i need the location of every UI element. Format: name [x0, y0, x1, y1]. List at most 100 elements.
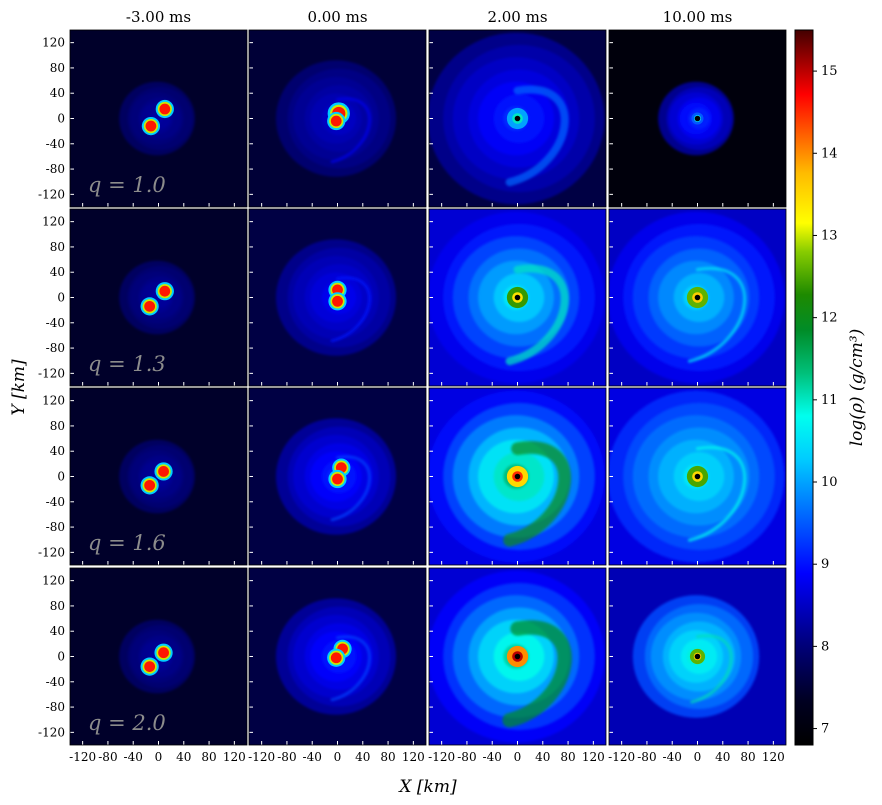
x-tick-label: 40 [176, 750, 191, 764]
spiral-arm [687, 266, 747, 363]
spiral-arm [505, 264, 569, 366]
x-tick-label: -40 [124, 750, 143, 764]
y-tick-label: 80 [50, 419, 65, 433]
spiral-arm [330, 97, 372, 164]
star-core [330, 652, 342, 664]
y-tick-label: 120 [42, 215, 65, 229]
y-tick-label: 40 [50, 265, 65, 279]
x-tick-label: 40 [715, 750, 730, 764]
panel-r2-c1: q = 1.3 [69, 208, 248, 387]
y-tick-label: 120 [42, 36, 65, 50]
y-tick-label: 80 [50, 61, 65, 75]
y-tick-label: 40 [50, 624, 65, 638]
black-hole [514, 294, 521, 301]
y-tick-label: 40 [50, 444, 65, 458]
black-hole [694, 473, 701, 480]
spiral-arm [330, 455, 372, 522]
y-tick-label: -120 [38, 366, 65, 380]
y-tick-label: -80 [46, 341, 65, 355]
star-core [158, 647, 169, 659]
black-hole [694, 115, 701, 122]
column-titles: -3.00 ms 0.00 ms 2.00 ms 10.00 ms [126, 8, 732, 26]
spiral-arm [687, 445, 747, 542]
spiral-arm [330, 276, 372, 343]
x-tick-label: 80 [201, 750, 216, 764]
colorbar-tick-label: 12 [821, 311, 838, 326]
q-label: q = 2.0 [88, 711, 166, 735]
panel-r3-c3 [428, 387, 607, 566]
star-core [158, 466, 169, 477]
y-tick-label: 0 [57, 470, 65, 484]
star-core [145, 120, 157, 132]
x-tick-labels: -120 -80 -40 0 40 80 120 -120 -80 -40 0 40 80 120 -120… [69, 750, 785, 764]
q-label: q = 1.0 [88, 173, 166, 197]
star-core [159, 285, 171, 297]
spiral-arm [502, 620, 572, 728]
y-tick-label: -40 [46, 137, 65, 151]
column-title-4: 10.00 ms [663, 8, 733, 26]
panel-r3-c2 [248, 387, 427, 566]
x-tick-label: 0 [514, 750, 522, 764]
spiral-arm [690, 634, 733, 704]
colorbar-scale [794, 29, 814, 746]
y-tick-label: -120 [38, 545, 65, 559]
y-tick-label: -40 [46, 495, 65, 509]
x-tick-label: -80 [98, 750, 117, 764]
x-tick-label: -40 [663, 750, 682, 764]
y-tick-labels: 120 80 40 0 -40 -80 -120 120 80 40 0 -40 -80 -120 120 8… [38, 36, 65, 740]
x-axis-label: X [km] [397, 777, 457, 797]
y-tick-label: 0 [57, 291, 65, 305]
panel-r1-c3 [428, 29, 607, 208]
x-tick-label: -80 [457, 750, 476, 764]
y-tick-label: 80 [50, 240, 65, 254]
star-core [330, 115, 342, 127]
x-tick-label: -120 [69, 750, 96, 764]
panel-r4-c4 [608, 567, 787, 746]
x-tick-label: -40 [483, 750, 502, 764]
star-core [332, 473, 343, 485]
colorbar-ticks: 7 8 9 10 11 12 13 14 15 [813, 64, 838, 737]
x-tick-label: 120 [402, 750, 425, 764]
black-hole [694, 294, 701, 301]
panel-r1-c4 [608, 29, 787, 208]
y-tick-label: -40 [46, 316, 65, 330]
colorbar-tick-label: 13 [821, 228, 838, 243]
colorbar-tick-label: 8 [821, 639, 829, 654]
spiral-arm [330, 635, 372, 702]
y-tick-label: 40 [50, 86, 65, 100]
colorbar-tick-label: 15 [821, 64, 838, 79]
black-hole [514, 653, 521, 660]
y-tick-label: -80 [46, 162, 65, 176]
star-core [144, 661, 156, 673]
column-title-3: 2.00 ms [487, 8, 547, 26]
q-label: q = 1.6 [88, 531, 166, 555]
y-tick-label: 120 [42, 574, 65, 588]
y-tick-label: 0 [57, 112, 65, 126]
x-tick-label: 0 [155, 750, 163, 764]
x-tick-label: 120 [582, 750, 605, 764]
star-core [332, 295, 343, 307]
x-tick-label: -120 [428, 750, 455, 764]
x-tick-label: -80 [277, 750, 296, 764]
colorbar: 7 8 9 10 11 12 13 14 15 log(ρ) (g/cm³) [794, 29, 867, 746]
y-tick-label: -40 [46, 675, 65, 689]
y-tick-label: 120 [42, 394, 65, 408]
x-tick-label: 80 [380, 750, 395, 764]
colorbar-tick-label: 14 [821, 146, 838, 161]
q-label: q = 1.3 [88, 352, 166, 376]
star-core [144, 300, 156, 312]
panel-r3-c1: q = 1.6 [69, 387, 248, 566]
panel-r1-c2 [248, 29, 427, 208]
colorbar-tick-label: 11 [821, 393, 838, 408]
panel-r3-c4 [608, 387, 787, 566]
panel-r4-c3 [428, 567, 607, 746]
panel-r2-c4 [608, 208, 787, 387]
y-tick-label: 0 [57, 650, 65, 664]
y-tick-label: -120 [38, 725, 65, 739]
x-tick-label: 40 [355, 750, 370, 764]
black-hole [514, 115, 521, 122]
x-tick-label: 80 [740, 750, 755, 764]
spiral-arm [505, 85, 569, 187]
y-tick-label: 80 [50, 599, 65, 613]
